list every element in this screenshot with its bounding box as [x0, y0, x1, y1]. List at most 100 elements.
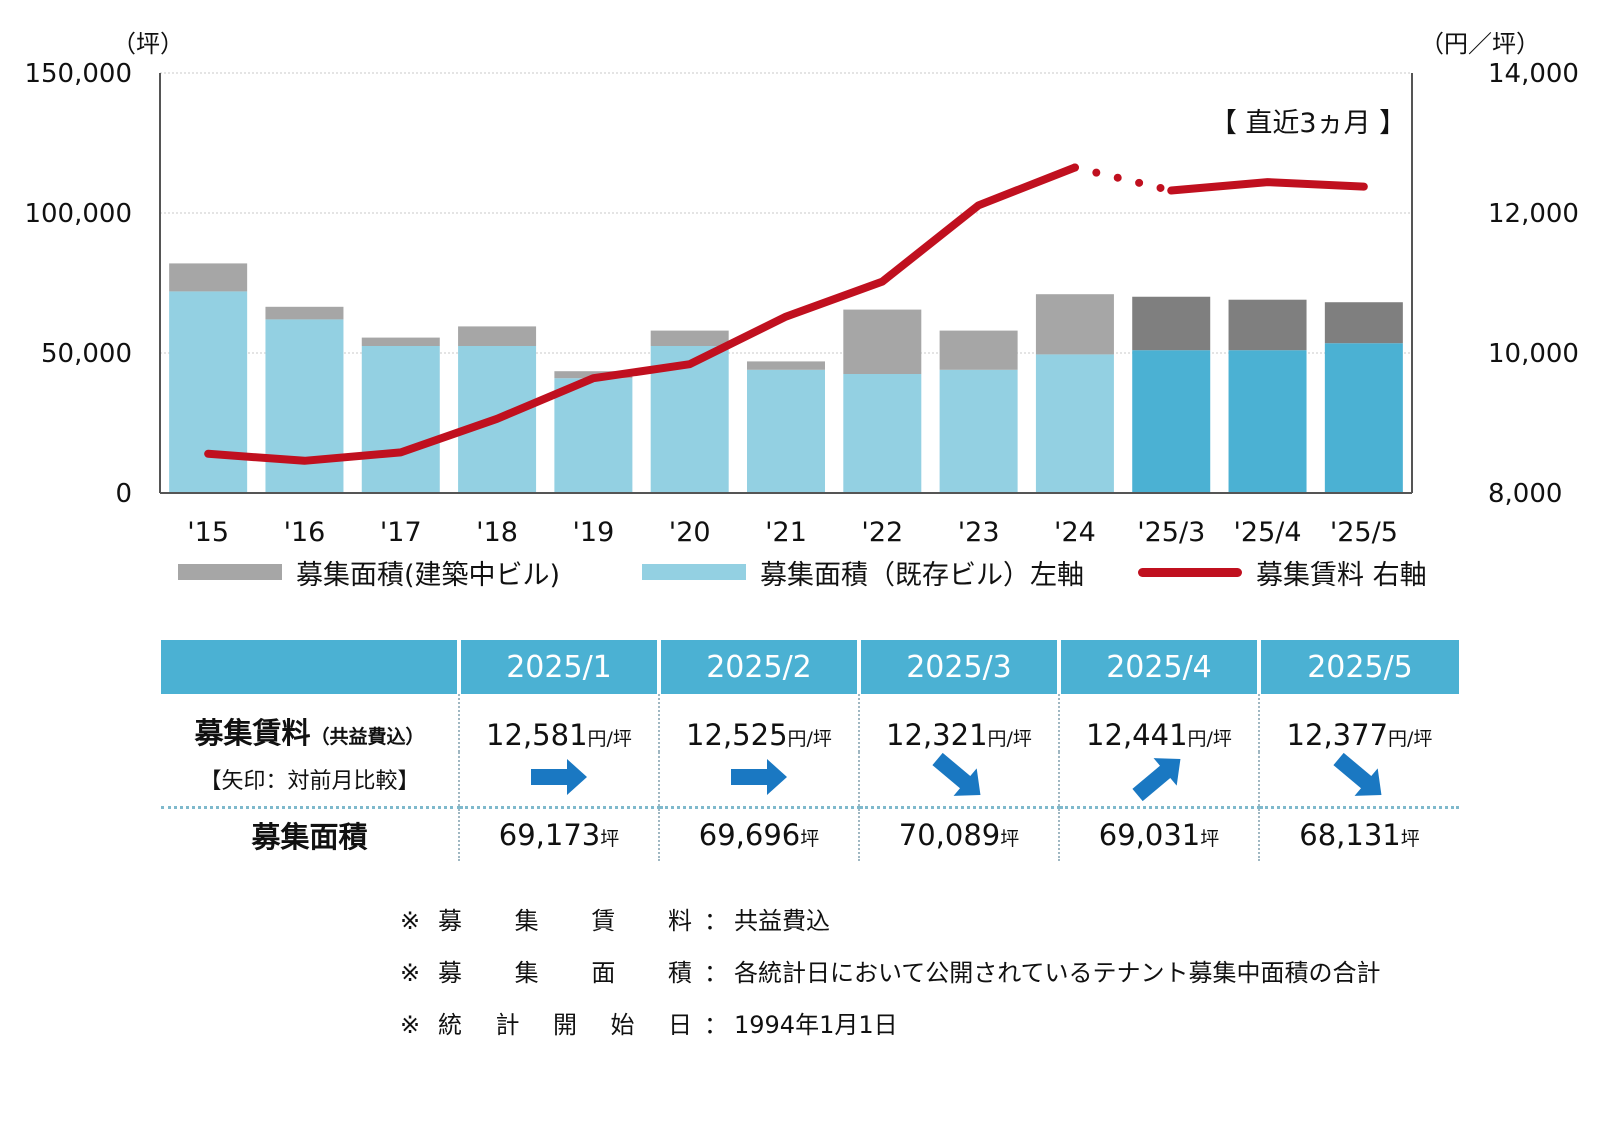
x-tick-label: '18	[476, 517, 518, 548]
rent-unit: 円/坪	[1187, 728, 1232, 750]
rent-unit: 円/坪	[787, 728, 832, 750]
month-header: 2025/1	[457, 640, 659, 694]
bar-construction	[1228, 299, 1307, 351]
area-unit: 坪	[1000, 828, 1020, 850]
footnote-rent: ※ 募 集 賃 料 ： 共益費込	[400, 895, 1381, 947]
trend-arrow-icon	[531, 759, 587, 795]
bar-existing	[1132, 350, 1211, 493]
x-tick-label: '16	[284, 517, 326, 548]
area-cell: 68,131坪	[1258, 806, 1459, 861]
y-right-tick-label: 10,000	[1488, 339, 1579, 369]
note-mark: ※	[400, 959, 421, 987]
trend-arrow-icon	[932, 752, 981, 796]
legend-swatch-rent	[1138, 567, 1242, 577]
rent-value: 12,525	[686, 718, 788, 752]
x-tick-label: '22	[861, 517, 903, 548]
trend-arrow-cell	[658, 752, 859, 808]
area-row-label: 募集面積	[161, 806, 459, 861]
note-mark: ※	[400, 907, 421, 935]
rent-line-recent	[1167, 178, 1368, 195]
note-key-char: 募	[438, 907, 462, 935]
area-unit: 坪	[1200, 828, 1220, 850]
x-tick-label: '21	[765, 517, 807, 548]
arrow-shape	[531, 759, 587, 795]
area-cell: 69,173坪	[458, 806, 659, 861]
note-colon: ：	[704, 907, 728, 935]
note-key-char: 開	[553, 1011, 577, 1039]
x-tick-label: '25/5	[1330, 517, 1398, 548]
bar-construction	[843, 309, 922, 374]
area-value: 70,089	[898, 818, 1001, 852]
rent-cell: 12,321円/坪	[858, 694, 1059, 752]
rent-value: 12,377	[1286, 718, 1389, 752]
footnote-area: ※ 募 集 面 積 ： 各統計日において公開されているテナント募集中面積の合計	[400, 947, 1381, 999]
note-key-char: 料	[667, 907, 692, 935]
rent-line-history	[204, 163, 1079, 465]
x-tick-label: '24	[1054, 517, 1096, 548]
month-header: 2025/3	[857, 640, 1059, 694]
bar-existing	[939, 369, 1018, 493]
note-key: 募集賃料	[438, 895, 704, 947]
x-tick-label: '25/4	[1234, 517, 1302, 548]
rent-sub-label: （共益費込）	[310, 726, 425, 748]
note-key: 統計開始日	[438, 999, 704, 1051]
arrow-shape	[731, 759, 787, 795]
x-tick-label: '20	[669, 517, 711, 548]
rent-value: 12,581	[486, 718, 588, 752]
bar-existing	[747, 369, 825, 493]
rent-value: 12,321	[886, 718, 988, 752]
month-header: 2025/5	[1257, 640, 1459, 694]
bar-construction	[1035, 294, 1114, 355]
y-right-tick-label: 12,000	[1488, 199, 1579, 229]
month-header: 2025/4	[1057, 640, 1259, 694]
table-header-row: 2025/1 2025/2 2025/3 2025/4 2025/5	[161, 640, 1459, 694]
note-key-char: 面	[591, 959, 616, 987]
note-value: 共益費込	[734, 907, 830, 935]
legend-label-rent: 募集賃料 右軸	[1256, 559, 1427, 591]
rent-label: 募集賃料	[194, 716, 311, 750]
bar-construction	[361, 337, 440, 346]
bar-existing	[169, 291, 248, 493]
y-left-tick-label: 100,000	[24, 199, 132, 229]
area-cell: 70,089坪	[858, 806, 1059, 861]
legend-swatch-existing	[642, 564, 746, 580]
rent-unit: 円/坪	[987, 728, 1032, 750]
area-unit: 坪	[600, 828, 620, 850]
y-right-tick-label: 8,000	[1488, 479, 1562, 509]
note-key-char: 日	[668, 1011, 692, 1039]
rent-cell: 12,377円/坪	[1258, 694, 1459, 752]
rent-unit: 円/坪	[1388, 728, 1433, 750]
bar-existing	[1324, 343, 1403, 493]
trend-arrow-icon	[1332, 752, 1381, 796]
bar-existing	[843, 374, 922, 493]
monthly-summary-table: 2025/1 2025/2 2025/3 2025/4 2025/5 募集賃料（…	[161, 640, 1459, 861]
note-mark: ※	[400, 1011, 421, 1039]
bar-existing	[361, 346, 440, 493]
note-value: 1994年1月1日	[734, 1011, 898, 1039]
note-key-char: 賃	[591, 907, 616, 935]
bar-construction	[265, 306, 344, 320]
legend-existing: 募集面積（既存ビル）左軸	[642, 552, 1084, 592]
bar-existing	[265, 319, 344, 493]
area-value: 68,131	[1299, 818, 1401, 852]
bar-construction	[458, 326, 537, 346]
note-key-char: 集	[514, 959, 539, 987]
area-value: 69,031	[1098, 818, 1201, 852]
arrow-shape	[932, 752, 981, 796]
note-key-char: 募	[438, 959, 462, 987]
arrow-shape	[1332, 752, 1381, 796]
note-key-char: 集	[514, 907, 539, 935]
area-value: 69,696	[698, 818, 801, 852]
legend-label-construction: 募集面積(建築中ビル)	[296, 559, 561, 591]
rent-line-gap-dotted	[1070, 163, 1176, 195]
bar-construction	[1132, 296, 1211, 351]
x-tick-label: '15	[187, 517, 229, 548]
recent-period-annotation: 【 直近3ヵ月 】	[1210, 108, 1406, 139]
y-left-tick-label: 150,000	[24, 59, 132, 89]
y-right-tick-label: 14,000	[1488, 59, 1579, 89]
legend-label-existing: 募集面積（既存ビル）左軸	[760, 559, 1084, 591]
footnotes: ※ 募集賃料 ： 共益費込 ※ 募集面積 ： 各統計日において公開されているテナ…	[400, 895, 1381, 1051]
arrow-shape	[1132, 758, 1181, 802]
y-right-unit: （円／坪）	[1420, 30, 1540, 58]
legend-rent: 募集賃料 右軸	[1138, 552, 1427, 592]
